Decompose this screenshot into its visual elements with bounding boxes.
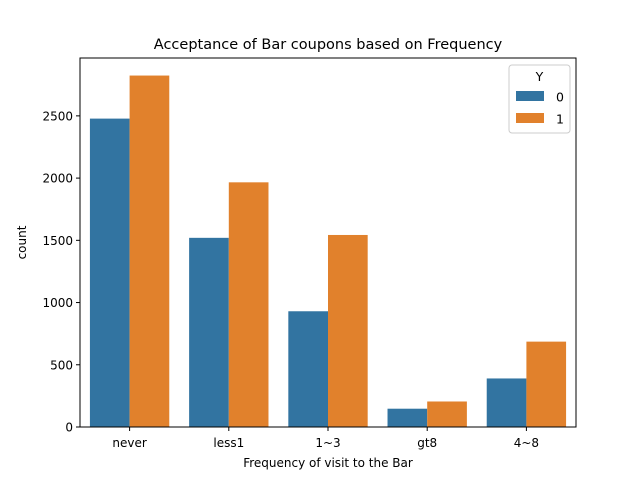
y-axis-label: count: [15, 225, 29, 259]
y-axis: 0 500 1000 1500 2000 2500: [42, 109, 80, 435]
bar-gt8-y1: [427, 401, 467, 427]
bar-gt8-y0: [387, 408, 428, 427]
y-tick-label: 2500: [42, 109, 73, 123]
y-tick-label: 0: [65, 421, 73, 435]
bar-less1-y1: [228, 182, 269, 427]
bar-never-y1: [129, 75, 170, 427]
x-axis: never less1 1~3 gt8 4~8: [112, 427, 539, 450]
legend-title: Y: [535, 69, 544, 84]
bar-less1-y0: [189, 237, 229, 427]
legend: Y 0 1: [508, 64, 571, 134]
x-tick-label: less1: [213, 436, 244, 450]
legend-label-0: 0: [556, 90, 564, 105]
y-tick-label: 2000: [42, 172, 73, 186]
bars-group: [89, 75, 567, 427]
bar-4~8-y1: [526, 341, 567, 427]
chart-title: Acceptance of Bar coupons based on Frequ…: [154, 37, 503, 53]
x-tick-label: 4~8: [514, 436, 539, 450]
legend-label-1: 1: [556, 112, 564, 127]
y-tick-label: 500: [50, 358, 73, 372]
legend-swatch-1: [516, 113, 544, 123]
y-tick-label: 1500: [42, 234, 73, 248]
y-tick-label: 1000: [42, 296, 73, 310]
x-tick-label: 1~3: [315, 436, 340, 450]
x-tick-label: never: [112, 436, 146, 450]
bar-1~3-y0: [288, 311, 328, 427]
legend-swatch-0: [516, 91, 544, 101]
x-tick-label: gt8: [417, 436, 437, 450]
bar-1~3-y1: [328, 234, 368, 427]
bar-4~8-y0: [486, 378, 527, 427]
x-axis-label: Frequency of visit to the Bar: [243, 456, 413, 470]
bar-never-y0: [89, 118, 130, 427]
plot-frame: [79, 57, 577, 428]
